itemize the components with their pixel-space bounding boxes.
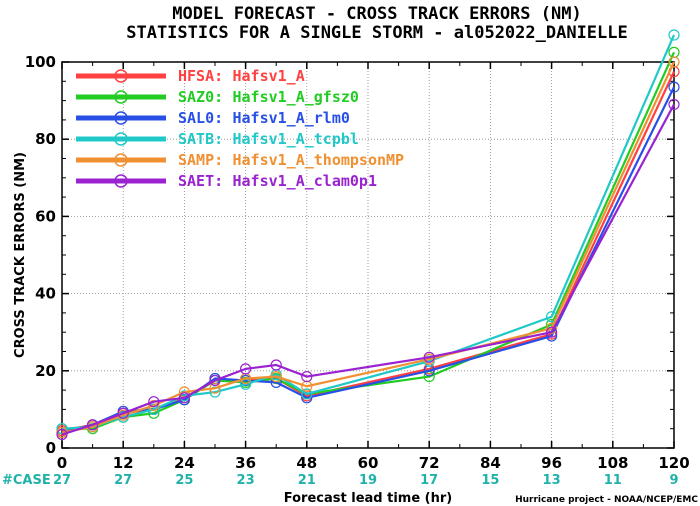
data-point [240,363,252,375]
data-point [545,322,558,334]
chart-title: MODEL FORECAST - CROSS TRACK ERRORS (NM) [172,4,581,24]
data-point [86,419,99,431]
data-point [668,29,680,41]
legend-swatch-marker [114,153,128,167]
case-count: 17 [420,473,438,488]
data-point [301,388,313,400]
x-tick-label: 72 [419,454,440,472]
series-layer [56,29,680,441]
x-tick-label: 36 [235,454,256,472]
data-point [668,81,680,93]
case-count: 11 [604,473,622,488]
y-tick-label: 80 [35,130,56,148]
legend-swatch-marker [114,111,128,125]
y-tick-label: 60 [35,207,56,225]
data-point [270,359,282,371]
legend-description: Hafsv1_A [233,67,305,85]
case-count: 27 [53,473,71,488]
legend-entry-4: SAMP: Hafsv1_A_thompsonMP [76,151,404,169]
case-count: 15 [481,473,499,488]
data-point [301,370,313,383]
legend-description: Hafsv1_A_rlm0 [233,109,350,127]
series-line [61,34,676,430]
case-count: 13 [543,473,561,488]
legend-label: SAL0: [178,109,223,127]
data-point [423,351,435,363]
data-point [56,428,68,441]
y-tick-label: 40 [35,285,56,303]
legend-swatch-marker [114,69,128,83]
legend-label: SAZ0: [178,88,223,106]
x-tick-label: 84 [480,454,501,472]
legend-description: Hafsv1_A_thompsonMP [233,151,405,169]
y-tick-label: 0 [46,439,56,457]
data-point [148,396,160,408]
data-point [148,399,160,412]
data-point [545,326,558,338]
case-count: 25 [175,473,193,488]
legend-swatch-marker [114,132,128,146]
x-tick-label: 96 [541,454,562,472]
legend-swatch-marker [114,90,128,104]
legend-label: SAET: [178,172,223,190]
case-count: 19 [359,473,377,488]
chart-subtitle: STATISTICS FOR A SINGLE STORM - al052022… [126,23,628,43]
legend-entry-3: SATB: Hafsv1_A_tcpbl [76,130,359,148]
legend-description: Hafsv1_A_gfsz0 [233,88,359,106]
case-count: 21 [298,473,316,488]
x-tick-label: 0 [57,454,67,472]
data-point [117,407,129,419]
y-tick-label: 100 [25,53,56,71]
x-axis-label: Forecast lead time (hr) [284,491,452,506]
x-tick-label: 120 [658,454,689,472]
x-tick-label: 60 [358,454,379,472]
case-count: 23 [237,473,255,488]
case-count-label: #CASE [2,473,51,488]
x-tick-label: 108 [597,454,628,472]
data-point [178,392,190,404]
x-tick-label: 24 [174,454,195,472]
axes: 0204060801000271227242536234821601972178… [25,53,690,488]
credit-text: Hurricane project - NOAA/NCEP/EMC [515,495,698,505]
legend-description: Hafsv1_A_tcpbl [233,130,359,148]
legend-entry-2: SAL0: Hafsv1_A_rlm0 [76,109,350,127]
case-count: 27 [114,473,132,488]
data-point [668,56,680,68]
x-tick-label: 12 [113,454,134,472]
legend-label: SAMP: [178,151,223,169]
legend: HFSA: Hafsv1_A SAZ0: Hafsv1_A_gfsz0 SAL0: Haf… [76,67,404,190]
data-point [270,370,282,383]
legend-description: Hafsv1_A_clam0p1 [233,172,378,190]
data-point [209,374,221,387]
legend-swatch-marker [114,174,128,188]
y-tick-label: 20 [35,362,56,380]
case-count: 9 [669,473,678,488]
y-axis-label: CROSS TRACK ERRORS (NM) [13,152,28,358]
x-tick-label: 48 [296,454,317,472]
legend-entry-0: HFSA: Hafsv1_A [76,67,305,85]
legend-entry-5: SAET: Hafsv1_A_clam0p1 [76,172,377,190]
legend-entry-1: SAZ0: Hafsv1_A_gfsz0 [76,88,359,106]
data-point [209,382,221,394]
legend-label: HFSA: [178,67,223,85]
series-5 [56,98,680,441]
legend-label: SATB: [178,130,223,148]
data-point [668,98,680,111]
